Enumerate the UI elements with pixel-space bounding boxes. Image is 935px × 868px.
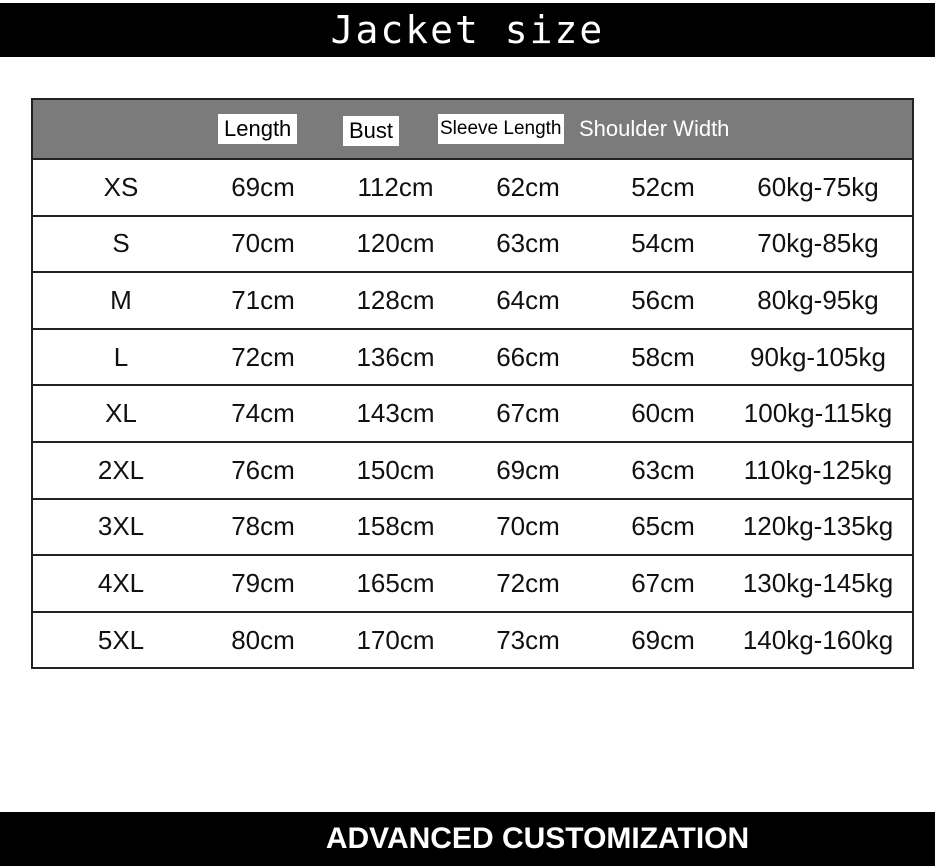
cell-size: 2XL bbox=[97, 454, 145, 485]
cell-bust: 136cm bbox=[356, 341, 435, 372]
cell-sleeve-length: 67cm bbox=[496, 398, 560, 429]
cell-bust: 120cm bbox=[356, 228, 435, 259]
footer-bar: ADVANCED CUSTOMIZATION bbox=[0, 812, 935, 866]
cell-weight: 110kg-125kg bbox=[743, 454, 893, 485]
cell-size: 3XL bbox=[97, 511, 145, 542]
cell-shoulder-width: 63cm bbox=[631, 454, 695, 485]
cell-shoulder-width: 65cm bbox=[631, 511, 695, 542]
cell-bust: 158cm bbox=[356, 511, 435, 542]
cell-shoulder-width: 60cm bbox=[631, 398, 695, 429]
header-length: Length bbox=[218, 114, 298, 144]
cell-weight: 80kg-95kg bbox=[757, 284, 879, 315]
header-bust: Bust bbox=[343, 116, 400, 146]
title-bar: Jacket size bbox=[0, 3, 935, 57]
cell-sleeve-length: 72cm bbox=[496, 567, 560, 598]
cell-sleeve-length: 66cm bbox=[496, 341, 560, 372]
table-header: Length Bust Sleeve Length Shoulder Width bbox=[33, 100, 912, 160]
cell-sleeve-length: 63cm bbox=[496, 228, 560, 259]
cell-weight: 90kg-105kg bbox=[750, 341, 886, 372]
cell-size: XS bbox=[103, 171, 139, 202]
header-shoulder-width: Shoulder Width bbox=[579, 116, 730, 141]
cell-length: 69cm bbox=[231, 171, 295, 202]
footer-text: ADVANCED CUSTOMIZATION bbox=[325, 822, 750, 855]
cell-size: XL bbox=[105, 398, 137, 429]
cell-weight: 100kg-115kg bbox=[743, 398, 893, 429]
cell-shoulder-width: 52cm bbox=[631, 171, 695, 202]
cell-length: 76cm bbox=[231, 454, 295, 485]
cell-sleeve-length: 73cm bbox=[496, 624, 560, 655]
cell-length: 71cm bbox=[231, 284, 295, 315]
cell-bust: 150cm bbox=[356, 454, 435, 485]
table-row: M 71cm 128cm 64cm 56cm 80kg-95kg bbox=[33, 273, 912, 330]
cell-sleeve-length: 62cm bbox=[496, 171, 560, 202]
cell-bust: 165cm bbox=[356, 567, 435, 598]
cell-shoulder-width: 67cm bbox=[631, 567, 695, 598]
cell-length: 72cm bbox=[231, 341, 295, 372]
cell-sleeve-length: 69cm bbox=[496, 454, 560, 485]
size-table: Length Bust Sleeve Length Shoulder Width… bbox=[31, 98, 914, 670]
cell-weight: 70kg-85kg bbox=[757, 228, 879, 259]
cell-length: 70cm bbox=[231, 228, 295, 259]
cell-sleeve-length: 64cm bbox=[496, 284, 560, 315]
cell-length: 80cm bbox=[231, 624, 295, 655]
table-row: XL 74cm 143cm 67cm 60cm 100kg-115kg bbox=[33, 386, 912, 443]
cell-weight: 120kg-135kg bbox=[742, 511, 894, 542]
cell-bust: 112cm bbox=[357, 171, 434, 202]
cell-size: S bbox=[112, 228, 130, 259]
header-sleeve-length: Sleeve Length bbox=[438, 114, 564, 144]
cell-length: 74cm bbox=[231, 398, 295, 429]
table-row: L 72cm 136cm 66cm 58cm 90kg-105kg bbox=[33, 330, 912, 387]
cell-size: 5XL bbox=[97, 624, 145, 655]
table-row: XS 69cm 112cm 62cm 52cm 60kg-75kg bbox=[33, 160, 912, 217]
cell-size: 4XL bbox=[97, 567, 145, 598]
cell-bust: 170cm bbox=[356, 624, 435, 655]
cell-weight: 140kg-160kg bbox=[742, 624, 894, 655]
cell-length: 79cm bbox=[231, 567, 295, 598]
cell-bust: 143cm bbox=[356, 398, 435, 429]
cell-shoulder-width: 56cm bbox=[631, 284, 695, 315]
cell-bust: 128cm bbox=[356, 284, 435, 315]
page-title: Jacket size bbox=[330, 8, 605, 52]
cell-length: 78cm bbox=[231, 511, 295, 542]
table-row: S 70cm 120cm 63cm 54cm 70kg-85kg bbox=[33, 217, 912, 274]
cell-size: M bbox=[110, 284, 132, 315]
cell-weight: 130kg-145kg bbox=[742, 567, 894, 598]
table-row: 5XL 80cm 170cm 73cm 69cm 140kg-160kg bbox=[33, 613, 912, 668]
cell-size: L bbox=[113, 341, 129, 372]
table-row: 2XL 76cm 150cm 69cm 63cm 110kg-125kg bbox=[33, 443, 912, 500]
cell-sleeve-length: 70cm bbox=[496, 511, 560, 542]
table-row: 4XL 79cm 165cm 72cm 67cm 130kg-145kg bbox=[33, 556, 912, 613]
cell-weight: 60kg-75kg bbox=[757, 171, 879, 202]
cell-shoulder-width: 58cm bbox=[631, 341, 695, 372]
cell-shoulder-width: 69cm bbox=[631, 624, 695, 655]
table-row: 3XL 78cm 158cm 70cm 65cm 120kg-135kg bbox=[33, 500, 912, 557]
cell-shoulder-width: 54cm bbox=[631, 228, 695, 259]
